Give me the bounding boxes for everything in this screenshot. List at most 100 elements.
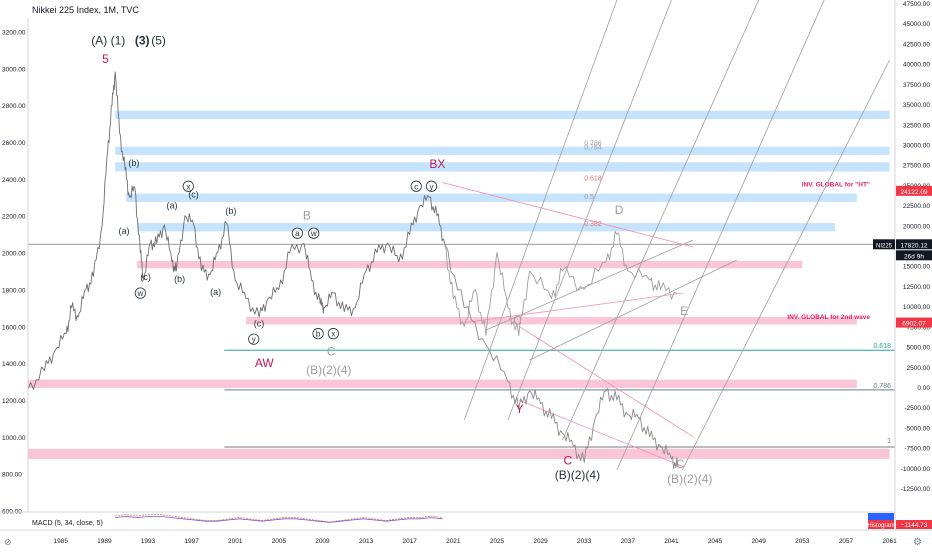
right-tick-17: 5000.00 bbox=[907, 345, 931, 352]
x-tick-11: 2029 bbox=[533, 538, 548, 545]
wave-label-16: (B)(2)(4) bbox=[306, 363, 351, 377]
x-tick-6: 2009 bbox=[315, 538, 330, 545]
wave-label-24: C bbox=[676, 457, 685, 471]
left-tick-2: 2800.00 bbox=[2, 103, 26, 110]
wave-label-21: Y bbox=[515, 402, 523, 416]
right-tick-2: 42500.00 bbox=[903, 41, 930, 48]
right-tick-19: 0.00 bbox=[917, 385, 930, 392]
wave-circle-8 bbox=[425, 180, 438, 192]
wave-label-0: (A) (1) bbox=[91, 33, 125, 47]
left-tick-1: 3000.00 bbox=[2, 66, 26, 73]
right-tick-18: 2500.00 bbox=[907, 365, 931, 372]
right-fib-label-0: 0.618 bbox=[873, 343, 891, 350]
wave-label-12: (c) bbox=[254, 318, 265, 328]
x-tick-13: 2037 bbox=[621, 538, 636, 545]
x-tick-7: 2013 bbox=[359, 538, 374, 545]
right-tick-5: 35000.00 bbox=[903, 102, 930, 109]
wave-label-9: (c) bbox=[140, 272, 151, 282]
x-tick-0: 1985 bbox=[53, 538, 68, 545]
price-tag-sub-0: 26d 9h bbox=[904, 253, 924, 260]
wave-circle-0 bbox=[182, 180, 194, 192]
fan-line-6 bbox=[529, 259, 738, 361]
price-tag-value-0: 17820.12 bbox=[900, 242, 927, 249]
wave-label-17: BX bbox=[429, 157, 445, 171]
wave-circle-5 bbox=[312, 328, 324, 340]
price-series-line bbox=[27, 71, 446, 390]
pink-channel-upper bbox=[518, 325, 694, 438]
x-tick-18: 2057 bbox=[839, 538, 854, 545]
fib-label-4: 0.382 bbox=[584, 221, 602, 228]
right-tick-15: 10000.00 bbox=[903, 304, 930, 311]
x-tick-2: 1993 bbox=[141, 538, 156, 545]
left-tick-12: 800.00 bbox=[2, 472, 22, 479]
fib-label-0: 0.786 bbox=[584, 141, 602, 148]
macd-line bbox=[115, 515, 443, 523]
left-tick-11: 1000.00 bbox=[2, 435, 26, 442]
x-tick-8: 2017 bbox=[402, 538, 417, 545]
price-tag-value-2: 6902.07 bbox=[902, 321, 926, 328]
macd-blue-tag bbox=[868, 513, 894, 520]
price-tag-symbol-bg-0 bbox=[873, 239, 895, 250]
x-tick-15: 2045 bbox=[708, 538, 723, 545]
x-tick-14: 2041 bbox=[664, 538, 679, 545]
macd-label: MACD (5, 34, close, 5) bbox=[32, 520, 103, 527]
wave-label-20: C bbox=[513, 313, 522, 327]
wave-circle-7 bbox=[410, 180, 422, 192]
left-tick-6: 2000.00 bbox=[2, 251, 26, 258]
wave-label-13: AW bbox=[255, 356, 275, 370]
settings-icon[interactable]: ⚙ bbox=[913, 537, 922, 548]
right-tick-20: -2500.00 bbox=[904, 405, 930, 412]
left-tick-0: 3200.00 bbox=[2, 30, 26, 37]
wave-label-10: (b) bbox=[174, 274, 185, 284]
wave-label-22: C bbox=[563, 453, 572, 467]
histogram-label: Histogram bbox=[867, 523, 894, 529]
pink-trend-lower bbox=[464, 292, 683, 323]
wave-circle-3 bbox=[308, 227, 320, 239]
fan-line-1 bbox=[507, 0, 672, 421]
wave-circle-label-5: b bbox=[316, 330, 321, 339]
x-tick-12: 2033 bbox=[577, 538, 592, 545]
right-fib-label-1: 0.786 bbox=[873, 383, 891, 390]
histogram-value: −1144.73 bbox=[901, 522, 928, 529]
projection-gray-line bbox=[444, 230, 677, 336]
wave-circle-label-3: w bbox=[310, 229, 317, 238]
x-tick-9: 2021 bbox=[446, 538, 461, 545]
timezone-icon[interactable]: ⊘ bbox=[4, 537, 12, 547]
wave-circle-4 bbox=[248, 333, 260, 345]
zone-blue-1 bbox=[115, 146, 890, 155]
wave-circle-label-2: a bbox=[295, 229, 300, 238]
right-tick-6: 32500.00 bbox=[903, 122, 930, 129]
x-tick-19: 2061 bbox=[882, 538, 897, 545]
right-tick-23: -10000.00 bbox=[901, 466, 931, 473]
x-tick-10: 2025 bbox=[490, 538, 505, 545]
price-tag-bg-1 bbox=[896, 185, 932, 196]
right-tick-3: 40000.00 bbox=[903, 62, 930, 69]
wave-label-6: (a) bbox=[167, 200, 178, 210]
wave-circle-label-7: c bbox=[414, 182, 418, 191]
wave-circle-6 bbox=[327, 328, 339, 340]
zone-blue-2 bbox=[115, 162, 890, 172]
price-zones bbox=[28, 110, 890, 459]
fan-line-3 bbox=[616, 0, 825, 471]
wave-label-7: (c) bbox=[188, 189, 199, 199]
right-tick-4: 37500.00 bbox=[903, 82, 930, 89]
wave-label-5: (a) bbox=[119, 226, 130, 236]
x-tick-16: 2049 bbox=[751, 538, 766, 545]
wave-circle-label-6: x bbox=[331, 330, 335, 339]
macd-signal-line bbox=[115, 514, 443, 523]
right-tick-13: 15000.00 bbox=[903, 264, 930, 271]
left-tick-5: 2200.00 bbox=[2, 214, 26, 221]
price-series-group bbox=[27, 71, 679, 470]
left-tick-9: 1400.00 bbox=[2, 361, 26, 368]
annotation-1: INV. GLOBAL for 2nd wave bbox=[787, 314, 870, 321]
zone-blue-3 bbox=[126, 193, 857, 202]
fib-label-3: 0.5 bbox=[584, 194, 594, 201]
right-tick-10: 22500.00 bbox=[903, 203, 930, 210]
right-tick-14: 12500.00 bbox=[903, 284, 930, 291]
wave-label-15: C bbox=[327, 345, 336, 359]
zone-pink-5 bbox=[137, 260, 803, 269]
price-tag-bg-0 bbox=[896, 239, 932, 250]
wave-label-1: (3) bbox=[135, 33, 150, 47]
